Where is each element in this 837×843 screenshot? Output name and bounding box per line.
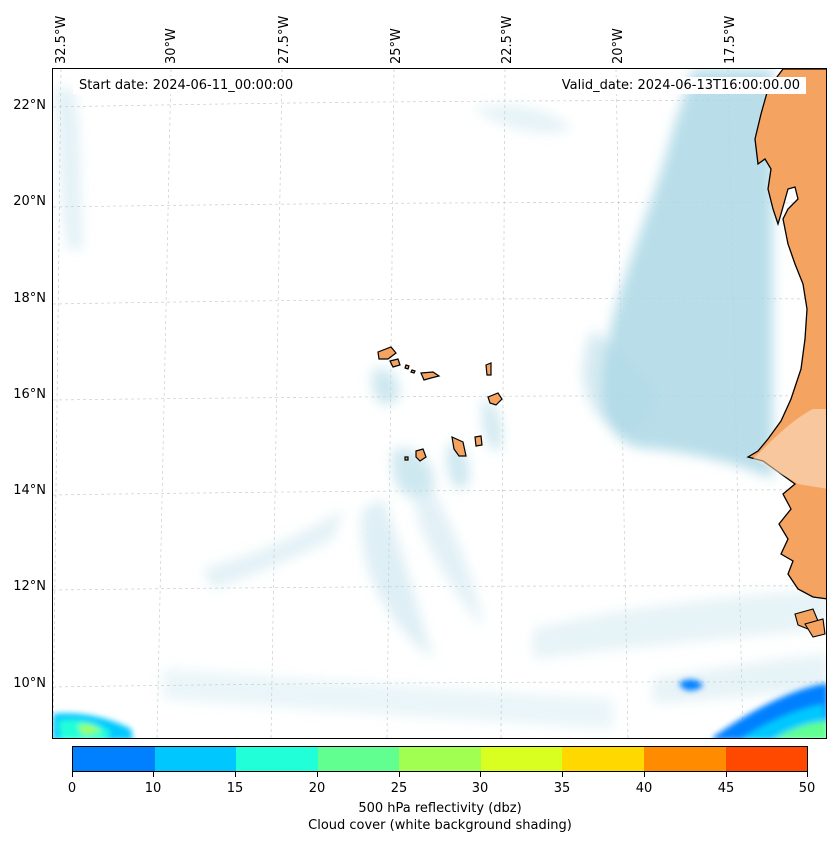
colorbar-tick-label: 30 bbox=[471, 781, 489, 796]
colorbar-tick bbox=[399, 772, 400, 777]
colorbar-tick-label: 35 bbox=[553, 781, 571, 796]
colorbar-segment-0-10 bbox=[73, 747, 155, 771]
lat-label-14n: 14°N bbox=[13, 483, 46, 498]
lon-label-25w: 25°W bbox=[389, 28, 404, 64]
start-date-label: Start date: 2024-06-11_00:00:00 bbox=[73, 77, 300, 94]
lat-label-18n: 18°N bbox=[13, 291, 46, 306]
colorbar-tick-label: 25 bbox=[390, 781, 408, 796]
colorbar-tick bbox=[644, 772, 645, 777]
colorbar-tick bbox=[480, 772, 481, 777]
lon-label-32-5w: 32.5°W bbox=[54, 15, 69, 64]
colorbar-tick-label: 20 bbox=[308, 781, 326, 796]
valid-date-label: Valid_date: 2024-06-13T16:00:00.00 bbox=[555, 77, 806, 94]
colorbar-segment-45-50 bbox=[725, 747, 808, 771]
cape-verde-islands bbox=[377, 346, 503, 462]
reflectivity-colorbar bbox=[72, 746, 808, 772]
colorbar-tick-label: 50 bbox=[798, 781, 816, 796]
colorbar-tick-label: 15 bbox=[226, 781, 244, 796]
colorbar-label: 500 hPa reflectivity (dbz) bbox=[358, 801, 522, 816]
reflectivity-blobs bbox=[53, 679, 826, 738]
colorbar-tick bbox=[317, 772, 318, 777]
lat-label-20n: 20°N bbox=[13, 194, 46, 209]
colorbar-tick bbox=[726, 772, 727, 777]
colorbar-segment-25-30 bbox=[399, 747, 481, 771]
land-west-africa bbox=[746, 69, 826, 638]
colorbar-tick bbox=[72, 772, 73, 777]
colorbar-tick bbox=[807, 772, 808, 777]
colorbar-segment-15-20 bbox=[236, 747, 318, 771]
colorbar-tick-label: 0 bbox=[67, 781, 77, 796]
lon-label-20w: 20°W bbox=[611, 28, 626, 64]
lat-label-16n: 16°N bbox=[13, 387, 46, 402]
colorbar-sublabel: Cloud cover (white background shading) bbox=[308, 818, 572, 833]
colorbar-segment-10-15 bbox=[154, 747, 237, 771]
cloud-cover-shading bbox=[53, 69, 826, 729]
lon-label-27-5w: 27.5°W bbox=[277, 15, 292, 64]
lon-label-30w: 30°W bbox=[164, 28, 179, 64]
colorbar-tick bbox=[235, 772, 236, 777]
map-panel[interactable]: Start date: 2024-06-11_00:00:00 Valid_da… bbox=[52, 68, 827, 739]
colorbar-segment-35-40 bbox=[562, 747, 644, 771]
map-canvas bbox=[53, 69, 826, 738]
lon-label-22-5w: 22.5°W bbox=[500, 15, 515, 64]
lat-label-12n: 12°N bbox=[13, 579, 46, 594]
colorbar-segment-30-35 bbox=[480, 747, 563, 771]
colorbar-tick-label: 10 bbox=[144, 781, 162, 796]
colorbar-tick-label: 45 bbox=[717, 781, 735, 796]
colorbar-tick-label: 40 bbox=[635, 781, 653, 796]
colorbar-segment-20-25 bbox=[317, 747, 400, 771]
lon-label-17-5w: 17.5°W bbox=[723, 15, 738, 64]
colorbar-tick bbox=[562, 772, 563, 777]
lat-label-10n: 10°N bbox=[13, 676, 46, 691]
lat-label-22n: 22°N bbox=[13, 98, 46, 113]
colorbar-segment-40-45 bbox=[643, 747, 726, 771]
colorbar-tick bbox=[153, 772, 154, 777]
